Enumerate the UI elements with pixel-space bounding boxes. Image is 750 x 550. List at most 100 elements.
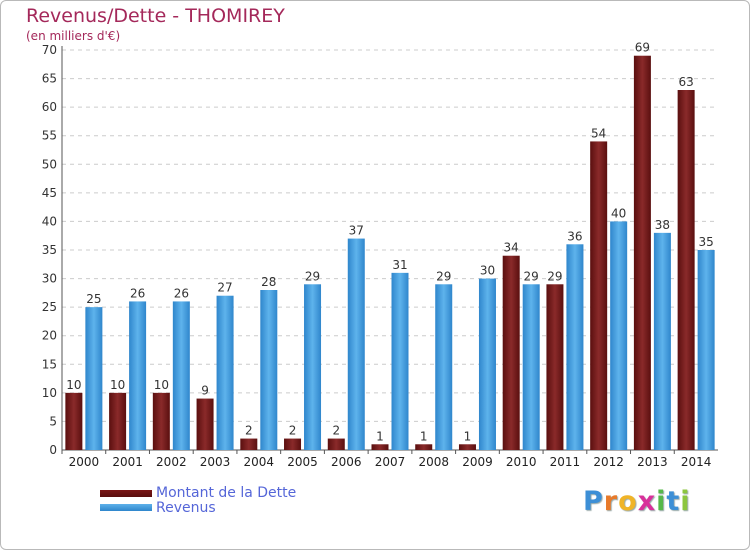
bar-dette bbox=[633, 55, 651, 450]
legend-swatch-dette bbox=[100, 490, 152, 497]
y-tick-label: 15 bbox=[42, 357, 57, 371]
logo-letter: t bbox=[666, 486, 681, 517]
logo-letter: i bbox=[656, 486, 667, 517]
bar-dette bbox=[415, 444, 433, 450]
x-tick-label: 2013 bbox=[637, 455, 668, 469]
bar-revenus bbox=[347, 238, 365, 450]
data-label: 29 bbox=[547, 269, 562, 283]
legend-label-dette: Montant de la Dette bbox=[156, 485, 297, 501]
bar-dette bbox=[65, 392, 83, 450]
y-tick-label: 10 bbox=[42, 386, 57, 400]
data-label: 29 bbox=[436, 269, 451, 283]
proxiti-logo: Proxiti bbox=[583, 486, 691, 517]
x-tick-label: 2007 bbox=[375, 455, 406, 469]
bar-revenus bbox=[304, 284, 322, 450]
bar-dette bbox=[546, 284, 564, 450]
bar-dette bbox=[196, 398, 214, 450]
bar-revenus bbox=[216, 295, 234, 450]
data-label: 2 bbox=[332, 424, 340, 438]
bar-dette bbox=[677, 90, 695, 450]
x-tick-label: 2010 bbox=[506, 455, 537, 469]
bar-dette bbox=[152, 392, 170, 450]
bar-dette bbox=[327, 438, 345, 450]
data-label: 40 bbox=[611, 206, 626, 220]
x-tick-label: 2014 bbox=[681, 455, 712, 469]
data-label: 1 bbox=[464, 429, 472, 443]
logo-letter: o bbox=[618, 486, 638, 517]
y-tick-label: 70 bbox=[42, 43, 57, 57]
x-tick-label: 2001 bbox=[112, 455, 143, 469]
bar-revenus bbox=[478, 278, 496, 450]
x-tick-label: 2004 bbox=[244, 455, 275, 469]
data-label: 69 bbox=[635, 41, 650, 55]
logo-letter: i bbox=[680, 486, 691, 517]
data-label: 2 bbox=[245, 424, 253, 438]
x-tick-label: 2000 bbox=[69, 455, 100, 469]
x-tick-label: 2005 bbox=[287, 455, 318, 469]
y-tick-label: 35 bbox=[42, 243, 57, 257]
logo-letter: P bbox=[583, 486, 604, 517]
y-tick-label: 65 bbox=[42, 72, 57, 86]
data-label: 35 bbox=[698, 235, 713, 249]
data-label: 29 bbox=[524, 269, 539, 283]
bar-revenus bbox=[172, 301, 190, 450]
data-label: 2 bbox=[289, 424, 297, 438]
data-label: 29 bbox=[305, 269, 320, 283]
x-tick-label: 2003 bbox=[200, 455, 231, 469]
data-label: 30 bbox=[480, 264, 495, 278]
x-tick-label: 2009 bbox=[462, 455, 493, 469]
y-tick-label: 60 bbox=[42, 100, 57, 114]
y-tick-label: 5 bbox=[49, 414, 57, 428]
bar-revenus bbox=[391, 272, 409, 450]
data-label: 26 bbox=[174, 286, 189, 300]
x-tick-label: 2011 bbox=[550, 455, 581, 469]
bar-dette bbox=[284, 438, 302, 450]
data-label: 63 bbox=[678, 75, 693, 89]
bar-dette bbox=[109, 392, 127, 450]
data-label: 37 bbox=[349, 224, 364, 238]
x-tick-label: 2012 bbox=[593, 455, 624, 469]
data-label: 28 bbox=[261, 275, 276, 289]
data-label: 54 bbox=[591, 126, 606, 140]
legend-swatch-revenus bbox=[100, 504, 152, 511]
bar-revenus bbox=[610, 221, 628, 450]
chart-subtitle: (en milliers d'€) bbox=[26, 29, 121, 43]
bar-dette bbox=[240, 438, 258, 450]
y-tick-label: 25 bbox=[42, 300, 57, 314]
bar-dette bbox=[458, 444, 476, 450]
bar-revenus bbox=[697, 250, 715, 450]
bar-dette bbox=[590, 141, 608, 450]
bar-revenus bbox=[129, 301, 147, 450]
y-tick-label: 40 bbox=[42, 214, 57, 228]
data-label: 26 bbox=[130, 286, 145, 300]
data-label: 25 bbox=[86, 292, 101, 306]
bar-dette bbox=[502, 255, 520, 450]
bar-revenus bbox=[653, 232, 671, 450]
x-tick-label: 2008 bbox=[418, 455, 449, 469]
y-tick-label: 55 bbox=[42, 129, 57, 143]
y-tick-label: 30 bbox=[42, 272, 57, 286]
data-label: 10 bbox=[154, 378, 169, 392]
data-label: 34 bbox=[504, 241, 519, 255]
data-label: 36 bbox=[567, 229, 582, 243]
chart-title: Revenus/Dette - THOMIREY bbox=[26, 5, 285, 27]
data-label: 38 bbox=[655, 218, 670, 232]
bar-revenus bbox=[260, 290, 278, 450]
bar-revenus bbox=[435, 284, 453, 450]
data-label: 31 bbox=[392, 258, 407, 272]
data-label: 27 bbox=[217, 281, 232, 295]
legend-label-revenus: Revenus bbox=[156, 500, 216, 516]
bar-revenus bbox=[85, 307, 103, 450]
logo-letter: x bbox=[637, 486, 657, 517]
x-tick-label: 2002 bbox=[156, 455, 187, 469]
data-label: 10 bbox=[110, 378, 125, 392]
data-label: 9 bbox=[201, 384, 209, 398]
data-label: 10 bbox=[66, 378, 81, 392]
data-label: 1 bbox=[376, 429, 384, 443]
y-tick-label: 20 bbox=[42, 329, 57, 343]
y-tick-label: 50 bbox=[42, 157, 57, 171]
bar-revenus bbox=[522, 284, 540, 450]
data-label: 1 bbox=[420, 429, 428, 443]
bar-dette bbox=[371, 444, 389, 450]
